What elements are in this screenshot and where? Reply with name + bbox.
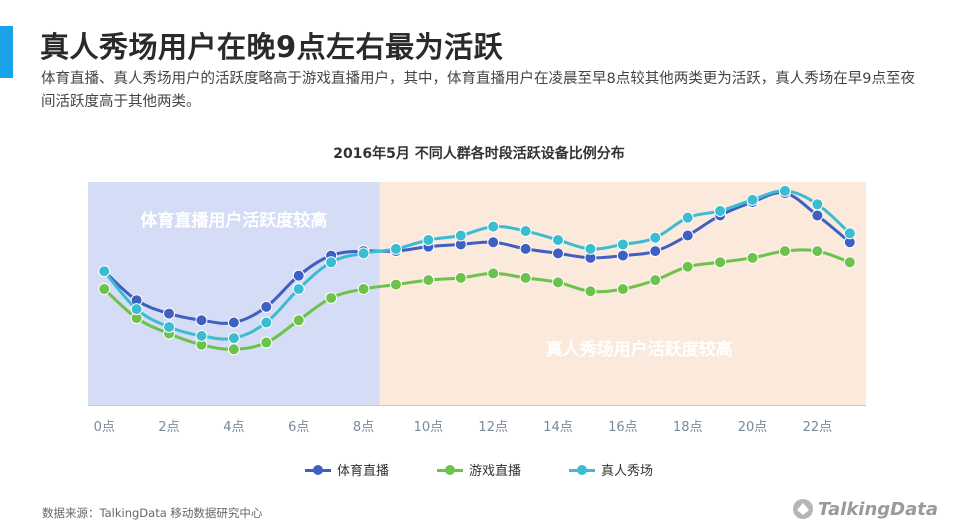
series-2-point [714, 204, 727, 217]
series-2-point [778, 184, 791, 197]
series-2-point [454, 229, 467, 242]
series-2-point [227, 332, 240, 345]
talkingdata-logo-text: TalkingData [817, 498, 938, 520]
series-0-point [195, 314, 208, 327]
series-2-point [552, 233, 565, 246]
series-1-point [584, 285, 597, 298]
x-tick-label: 16点 [608, 420, 638, 435]
x-tick-label: 20点 [738, 420, 768, 435]
series-2-point [98, 265, 111, 278]
title-accent-bar [0, 26, 13, 78]
x-tick-label: 10点 [414, 420, 444, 435]
page-subtitle: 体育直播、真人秀场用户的活跃度略高于游戏直播用户，其中，体育直播用户在凌晨至早8… [41, 71, 915, 110]
series-2-point [843, 227, 856, 240]
series-0-point [487, 236, 500, 249]
series-1-point [389, 278, 402, 291]
series-1-point [649, 274, 662, 287]
x-tick-label: 2点 [158, 420, 179, 435]
series-1-point [616, 283, 629, 296]
legend-item-sports: 体育直播 [304, 460, 389, 479]
series-2-point [746, 193, 759, 206]
series-0-point [227, 316, 240, 329]
page-title: 真人秀场用户在晚9点左右最为活跃 [40, 30, 504, 64]
series-0-point [260, 300, 273, 313]
series-0-point [519, 242, 532, 255]
series-2-point [584, 242, 597, 255]
series-1-point [422, 274, 435, 287]
series-1-point [519, 271, 532, 284]
series-1-point [292, 314, 305, 327]
series-1-point [552, 276, 565, 289]
series-0-point [163, 307, 176, 320]
series-2-point [649, 231, 662, 244]
x-tick-label: 18点 [673, 420, 703, 435]
series-1-point [746, 251, 759, 264]
x-tick-label: 12点 [478, 420, 508, 435]
series-2-point [811, 198, 824, 211]
series-0-point [292, 269, 305, 282]
legend-label-game: 游戏直播 [468, 464, 521, 479]
series-1-point [778, 245, 791, 258]
series-1-point [357, 283, 370, 296]
series-2-point [681, 211, 694, 224]
series-1-point [811, 245, 824, 258]
legend-swatch-sports [304, 464, 331, 476]
legend-item-show: 真人秀场 [569, 460, 653, 479]
series-1-point [325, 291, 338, 304]
series-0-point [811, 209, 824, 222]
talkingdata-logo-icon [792, 499, 813, 519]
series-2-point [487, 220, 500, 233]
chart-title: 2016年5月 不同人群各时段活跃设备比例分布 [333, 146, 625, 162]
series-0-point [681, 229, 694, 242]
series-1-point [260, 336, 273, 349]
legend-swatch-game [436, 464, 463, 476]
series-2-point [389, 242, 402, 255]
data-source-note: 数据来源：TalkingData 移动数据研究中心 [42, 506, 263, 520]
series-0-point [552, 247, 565, 260]
series-1-point [714, 256, 727, 269]
series-2-point [260, 316, 273, 329]
legend-label-show: 真人秀场 [601, 464, 654, 479]
series-1-point [454, 271, 467, 284]
series-1-point [681, 260, 694, 273]
series-2-point [325, 256, 338, 269]
series-1-point [227, 343, 240, 356]
series-0-point [649, 245, 662, 258]
x-tick-label: 8点 [353, 420, 374, 435]
series-0-point [616, 249, 629, 262]
series-2-point [616, 238, 629, 251]
annotation-label-0: 体育直播用户活跃度较高 [140, 210, 327, 231]
series-1-point [98, 283, 111, 296]
legend-item-game: 游戏直播 [436, 460, 521, 479]
legend-swatch-show [569, 464, 595, 476]
legend-label-sports: 体育直播 [336, 464, 389, 479]
x-tick-label: 0点 [94, 420, 115, 435]
series-2-point [130, 303, 143, 316]
x-tick-label: 4点 [223, 420, 244, 435]
series-2-point [519, 225, 532, 238]
x-tick-label: 22点 [803, 420, 833, 435]
talkingdata-logo: TalkingData [792, 498, 938, 520]
series-2-point [292, 283, 305, 296]
series-2-point [422, 233, 435, 246]
annotation-label-1: 真人秀场用户活跃度较高 [546, 339, 733, 360]
series-1-point [843, 256, 856, 269]
series-2-point [195, 329, 208, 342]
series-2-point [357, 247, 370, 260]
x-tick-label: 14点 [543, 420, 573, 435]
x-tick-label: 6点 [288, 420, 309, 435]
series-2-point [163, 320, 176, 333]
series-1-point [487, 267, 500, 280]
chart-legend: 体育直播 游戏直播 真人秀场 [0, 460, 958, 479]
